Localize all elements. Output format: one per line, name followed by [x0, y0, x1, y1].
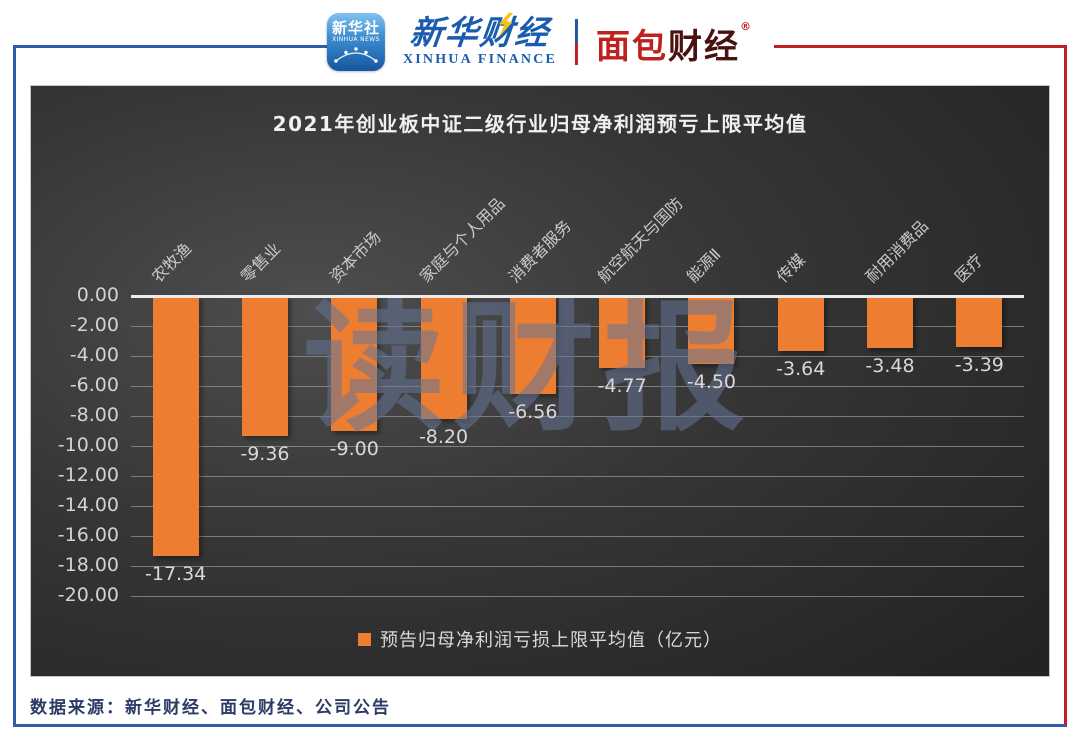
bar-slot: 零售业 -9.36 [220, 239, 309, 596]
xinhua-news-label: 新华社 [331, 19, 380, 37]
category-label: 消费者服务 [504, 216, 575, 287]
frame-top-red-segment [774, 45, 1067, 48]
bar [331, 296, 378, 431]
value-label: -8.20 [418, 426, 469, 448]
bar [867, 296, 914, 349]
data-source: 数据来源：新华财经、面包财经、公司公告 [30, 698, 391, 717]
category-label: 家庭与个人用品 [415, 193, 509, 287]
registered-mark: ® [740, 19, 754, 33]
gridline [131, 566, 1024, 567]
bar [688, 296, 735, 364]
value-label: -17.34 [145, 563, 207, 586]
lightning-bolt-icon [498, 12, 514, 38]
bar [599, 296, 646, 368]
category-label: 医疗 [951, 250, 988, 287]
y-tick-label: -12.00 [57, 464, 119, 486]
bar-slot: 消费者服务 -6.56 [488, 216, 577, 596]
value-label: -4.50 [686, 370, 737, 393]
y-tick-label: -6.00 [69, 374, 119, 396]
gridline [131, 506, 1024, 507]
bar [152, 296, 199, 557]
value-label: -9.36 [240, 443, 290, 466]
bar [420, 296, 467, 419]
xinhua-finance-cn: 新华财经 [408, 13, 553, 53]
y-tick-label: -4.00 [69, 344, 119, 366]
y-tick-label: -14.00 [57, 494, 119, 516]
plot-area: 农牧渔 -17.34 零售业 -9.36 资本市场 -9.00 家庭与个人用品 -8.20 消费… [131, 194, 1024, 597]
bar-slot: 医疗 -3.39 [935, 250, 1024, 596]
y-tick-label: -18.00 [57, 554, 119, 576]
legend: 预告归母净利润亏损上限平均值（亿元） [31, 626, 1049, 652]
category-label: 零售业 [236, 238, 285, 287]
value-label: -3.64 [776, 357, 826, 380]
logo-strip: 新华社 XINHUA NEWS 新华财经 XINHUA FINANCE 面包财经… [326, 8, 753, 76]
category-label: 资本市场 [326, 227, 385, 287]
legend-label: 预告归母净利润亏损上限平均值（亿元） [380, 630, 722, 651]
bar-slot: 耐用消费品 -3.48 [845, 216, 934, 596]
bar [241, 296, 288, 437]
xinhua-news-en-label: XINHUA NEWS [332, 36, 380, 43]
frame-border [13, 45, 1067, 727]
value-label: -4.77 [597, 374, 647, 397]
gridline [131, 416, 1024, 417]
value-label: -3.48 [865, 355, 915, 378]
bar [509, 296, 556, 395]
bar-slot: 能源Ⅱ -4.50 [667, 245, 756, 596]
mianbao-part1: 面包 [596, 26, 669, 67]
gridline [131, 476, 1024, 477]
y-tick-label: -10.00 [57, 434, 119, 456]
bar-slot: 航空航天与国防 -4.77 [577, 194, 687, 596]
bar [956, 296, 1003, 347]
x-axis-line [131, 295, 1024, 298]
y-tick-label: -2.00 [69, 314, 119, 336]
mianbao-part2: 财经 [668, 26, 741, 67]
bar-slot: 传媒 -3.64 [756, 250, 845, 596]
y-tick-label: -8.00 [69, 404, 119, 426]
gridline [131, 356, 1024, 357]
xinhua-finance-logo: 新华财经 XINHUA FINANCE [402, 12, 558, 68]
category-label: 能源Ⅱ [683, 244, 725, 287]
legend-swatch [358, 632, 371, 646]
category-label: 农牧渔 [147, 238, 195, 287]
xinhua-finance-en: XINHUA FINANCE [402, 51, 558, 67]
bar-slot: 农牧渔 -17.34 [131, 239, 220, 596]
value-label: -9.00 [329, 438, 379, 460]
y-tick-label: 0.00 [76, 284, 119, 306]
bar-slot: 家庭与个人用品 -8.20 [399, 194, 508, 596]
y-tick-label: -20.00 [57, 584, 119, 606]
bar [777, 296, 824, 351]
gridline [131, 536, 1024, 537]
gridline [131, 446, 1024, 447]
gridline [131, 326, 1024, 327]
mianbao-finance-logo: 面包财经® [596, 21, 753, 64]
gridline [131, 386, 1024, 387]
frame-top-blue-segment [13, 45, 338, 48]
value-label: -6.56 [508, 401, 558, 424]
category-label: 耐用消费品 [861, 216, 932, 287]
y-tick-label: -16.00 [57, 524, 119, 546]
category-label: 航空航天与国防 [593, 193, 687, 287]
globe-network-icon [334, 47, 378, 63]
xinhua-news-app-icon: 新华社 XINHUA NEWS [326, 13, 385, 71]
chart-title: 2021年创业板中证二级行业归母净利润预亏上限平均值 [272, 112, 808, 136]
chart-area: 2021年创业板中证二级行业归母净利润预亏上限平均值 0.00 -2.00 -4.0… [30, 85, 1050, 677]
logo-divider [575, 19, 579, 65]
category-label: 传媒 [772, 250, 809, 287]
plot-slots: 农牧渔 -17.34 零售业 -9.36 资本市场 -9.00 家庭与个人用品 -8.20 消费… [131, 194, 1024, 596]
value-label: -3.39 [954, 353, 1004, 376]
bar-slot: 资本市场 -9.00 [310, 228, 399, 596]
gridline [131, 596, 1024, 597]
